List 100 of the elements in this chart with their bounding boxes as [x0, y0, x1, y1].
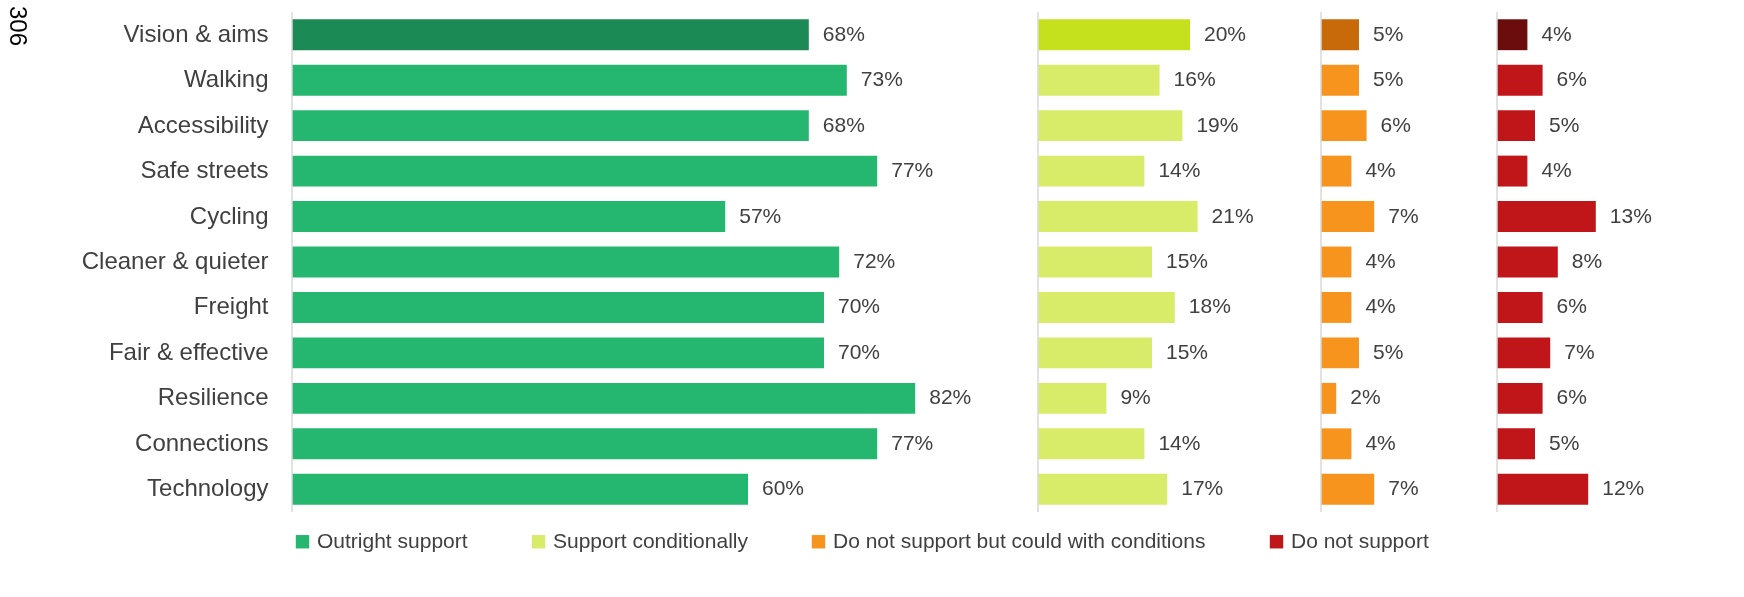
bar	[292, 19, 809, 51]
data-label: 68%	[822, 21, 865, 45]
bar	[292, 382, 916, 414]
bar	[1038, 428, 1145, 460]
data-label: 4%	[1541, 158, 1572, 182]
bar	[1497, 292, 1543, 323]
data-label: 73%	[860, 67, 903, 91]
data-label: 72%	[853, 249, 896, 272]
data-label: 5%	[1549, 112, 1580, 136]
data-label: 6%	[1380, 112, 1411, 136]
data-label: 5%	[1549, 430, 1580, 454]
data-label: 12%	[1602, 476, 1645, 500]
data-label: 7%	[1388, 203, 1419, 227]
bar	[1497, 337, 1551, 369]
data-label: 6%	[1556, 294, 1587, 318]
data-label: 18%	[1188, 294, 1231, 318]
data-label: 8%	[1571, 249, 1603, 272]
data-label: 16%	[1173, 67, 1216, 91]
data-label: 57%	[739, 203, 782, 227]
y-tick-label: Walking	[184, 65, 269, 93]
bar	[1321, 19, 1359, 51]
y-tick-label: Safe streets	[140, 156, 269, 184]
data-label: 68%	[822, 112, 865, 136]
data-label: 14%	[1158, 430, 1201, 454]
bar	[1038, 473, 1168, 505]
data-label: 4%	[1365, 294, 1396, 318]
data-label: 21%	[1211, 203, 1254, 227]
y-tick-label: Cycling	[189, 201, 269, 229]
bar	[292, 201, 726, 232]
bar	[292, 64, 847, 96]
data-label: 7%	[1564, 339, 1595, 363]
data-label: 5%	[1373, 21, 1404, 45]
bar	[292, 337, 824, 369]
data-label: 5%	[1373, 339, 1404, 363]
bar	[1321, 473, 1375, 505]
data-label: 60%	[762, 476, 805, 500]
bar	[1497, 155, 1528, 187]
data-label: 9%	[1120, 385, 1151, 409]
data-label: 4%	[1365, 430, 1396, 454]
bar	[1038, 110, 1183, 142]
bar	[1038, 64, 1160, 96]
y-tick-label: Vision & aims	[123, 19, 269, 47]
y-tick-label: Freight	[193, 292, 269, 320]
y-tick-label: Accessibility	[137, 110, 269, 138]
bar	[1038, 19, 1190, 51]
bar	[1497, 246, 1558, 278]
bar	[292, 110, 809, 142]
data-label: 82%	[929, 385, 972, 409]
bar	[1038, 246, 1152, 278]
bar	[292, 292, 824, 323]
data-label: 17%	[1181, 476, 1224, 500]
data-label: 15%	[1166, 249, 1209, 272]
bar	[1321, 382, 1337, 414]
bar	[1497, 19, 1528, 51]
bar	[1321, 246, 1352, 278]
bar	[1321, 110, 1367, 142]
bar	[1321, 428, 1352, 460]
y-tick-label: Technology	[147, 474, 269, 502]
bar	[1038, 201, 1198, 232]
bar	[1038, 382, 1107, 414]
y-tick-label: Fair & effective	[108, 337, 269, 365]
legend-label: Do not support	[1291, 528, 1429, 552]
text: 306	[5, 5, 32, 47]
bar	[292, 428, 878, 460]
data-label: 70%	[838, 339, 881, 363]
data-label: 14%	[1158, 158, 1201, 182]
bar	[292, 155, 878, 187]
data-label: 15%	[1166, 339, 1209, 363]
data-label: 20%	[1204, 21, 1247, 45]
data-label: 7%	[1388, 476, 1419, 500]
data-label: 4%	[1541, 21, 1572, 45]
legend-label: Outright support	[317, 528, 468, 552]
data-label: 77%	[891, 430, 934, 454]
bar	[1321, 337, 1359, 369]
data-label: 77%	[891, 158, 934, 182]
legend-label: Support conditionally	[553, 528, 749, 552]
bar	[1497, 382, 1543, 414]
data-label: 70%	[838, 294, 881, 318]
data-label: 6%	[1556, 67, 1587, 91]
bar	[1038, 337, 1152, 369]
bar	[1038, 292, 1175, 323]
y-tick-label: Connections	[135, 428, 269, 456]
data-label: 5%	[1373, 67, 1404, 91]
bar	[1497, 428, 1535, 460]
bar	[292, 473, 748, 505]
data-label: 4%	[1365, 158, 1396, 182]
bar	[1497, 64, 1543, 96]
data-label: 4%	[1365, 249, 1396, 272]
data-label: 13%	[1609, 203, 1652, 227]
y-tick-label: Resilience	[157, 383, 269, 411]
bar	[1321, 201, 1375, 232]
bar	[1321, 64, 1359, 96]
bar	[1497, 473, 1589, 505]
bar	[1321, 292, 1352, 323]
bar	[1497, 201, 1596, 232]
data-label: 6%	[1556, 385, 1587, 409]
bar	[1321, 155, 1352, 187]
bar	[292, 246, 840, 278]
bar	[1497, 110, 1535, 142]
data-label: 2%	[1350, 385, 1381, 409]
